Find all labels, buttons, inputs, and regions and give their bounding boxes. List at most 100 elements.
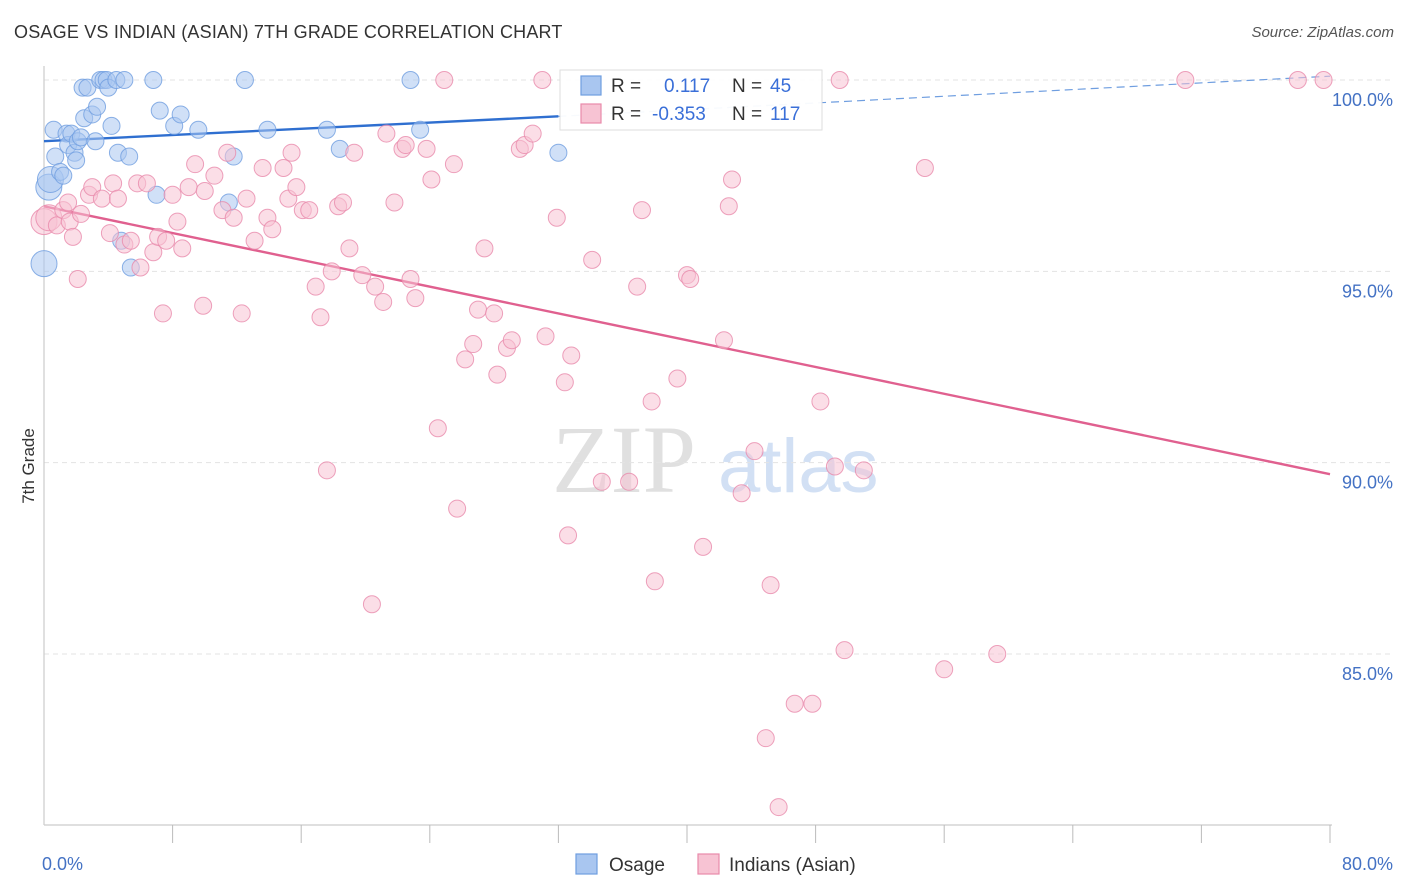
indians-point-69 — [444, 155, 463, 174]
indians-point-102 — [732, 484, 751, 503]
osage-point-40 — [258, 120, 277, 139]
osage-point-43 — [401, 71, 420, 89]
chart-title: OSAGE VS INDIAN (ASIAN) 7TH GRADE CORREL… — [14, 22, 563, 42]
stats-legend-n-osage: 45 — [770, 76, 791, 97]
stats-legend-n-indians: 117 — [770, 104, 800, 125]
osage-point-11 — [67, 151, 86, 170]
indians-point-43 — [282, 143, 301, 162]
stats-legend-r-label-indians: R = — [611, 104, 641, 125]
legend-swatch-osage — [575, 853, 598, 875]
indians-point-13 — [104, 174, 123, 193]
stats-legend-swatch-osage — [580, 75, 602, 96]
indians-point-116 — [988, 645, 1007, 663]
indians-point-73 — [469, 300, 488, 319]
indians-point-114 — [915, 159, 934, 178]
data-points — [30, 71, 1333, 817]
indians-point-33 — [218, 143, 237, 162]
indians-point-31 — [205, 166, 224, 185]
stats-legend-n-label-indians: N = — [732, 104, 762, 125]
indians-point-104 — [756, 729, 775, 748]
indians-point-60 — [385, 193, 404, 212]
indians-point-40 — [263, 220, 282, 239]
indians-point-18 — [131, 258, 150, 277]
indians-point-78 — [502, 331, 521, 350]
watermark-zip: ZIP — [552, 406, 696, 513]
indians-point-12 — [100, 224, 119, 243]
osage-point-33 — [150, 101, 169, 120]
indians-point-84 — [547, 208, 566, 227]
indians-point-48 — [311, 308, 330, 327]
indians-point-46 — [300, 201, 319, 220]
indians-point-37 — [245, 231, 264, 250]
indians-point-90 — [620, 472, 639, 491]
indians-point-91 — [628, 277, 647, 296]
tick-labels: 100.0% 95.0% 90.0% 85.0% 0.0% 80.0% — [42, 90, 1393, 874]
indians-point-110 — [825, 457, 844, 476]
indians-point-106 — [769, 798, 788, 817]
indians-point-55 — [353, 266, 372, 285]
indians-point-57 — [366, 277, 385, 296]
y-tick-label-90: 90.0% — [1342, 473, 1393, 493]
indians-point-44 — [287, 178, 306, 197]
x-tick-label-0: 0.0% — [42, 854, 83, 874]
indians-point-76 — [488, 365, 507, 384]
osage-point-41 — [317, 120, 336, 139]
indians-point-100 — [719, 197, 738, 216]
stats-legend-frame — [559, 69, 823, 131]
osage-point-31 — [144, 71, 163, 89]
indians-point-105 — [761, 576, 780, 595]
osage-point-44 — [411, 120, 430, 139]
indians-point-112 — [835, 641, 854, 660]
stats-legend-n-label-osage: N = — [732, 76, 762, 97]
indians-point-7 — [68, 269, 87, 288]
indians-point-50 — [322, 262, 341, 281]
gridlines — [44, 79, 1392, 655]
indians-point-92 — [632, 201, 651, 220]
indians-point-27 — [179, 178, 198, 197]
osage-point-18 — [86, 132, 105, 151]
osage-point-24 — [102, 116, 121, 135]
indians-point-58 — [374, 292, 393, 311]
indians-point-25 — [168, 212, 187, 231]
indians-point-14 — [108, 189, 127, 208]
indians-point-11 — [92, 189, 111, 208]
y-tick-label-100: 100.0% — [1332, 90, 1393, 110]
indians-point-22 — [153, 304, 172, 323]
indians-trend-line — [43, 205, 1331, 476]
indians-point-72 — [464, 335, 483, 354]
indians-point-83 — [536, 327, 555, 346]
osage-point-19 — [88, 97, 107, 116]
osage-trend-line — [43, 115, 559, 143]
indians-point-65 — [417, 139, 436, 158]
indians-point-101 — [723, 170, 742, 189]
indians-point-95 — [668, 369, 687, 388]
osage-point-29 — [120, 147, 139, 166]
indians-point-103 — [745, 442, 764, 461]
y-axis-title: 7th Grade — [19, 428, 38, 504]
indians-point-75 — [485, 304, 504, 323]
bottom-legend: Osage Indians (Asian) — [575, 853, 856, 876]
osage-point-35 — [171, 105, 190, 124]
y-tick-label-85: 85.0% — [1342, 664, 1393, 684]
indians-point-63 — [401, 269, 420, 288]
stats-legend-swatch-indians — [580, 103, 602, 124]
indians-point-97 — [681, 269, 700, 288]
y-tick-label-95: 95.0% — [1342, 281, 1393, 301]
indians-point-10 — [83, 178, 102, 197]
indians-point-41 — [274, 159, 293, 178]
indians-point-28 — [186, 155, 205, 174]
indians-point-4 — [59, 193, 78, 212]
indians-point-56 — [362, 595, 381, 614]
indians-point-117 — [1176, 71, 1195, 89]
indians-point-89 — [592, 472, 611, 491]
trend-lines — [43, 75, 1331, 476]
indians-point-29 — [194, 296, 213, 315]
indians-point-87 — [562, 346, 581, 365]
x-tick-label-80: 80.0% — [1342, 854, 1393, 874]
indians-point-108 — [803, 694, 822, 713]
indians-point-98 — [694, 537, 713, 556]
indians-point-74 — [475, 239, 494, 258]
indians-point-119 — [1314, 71, 1333, 89]
osage-point-45 — [549, 143, 568, 162]
